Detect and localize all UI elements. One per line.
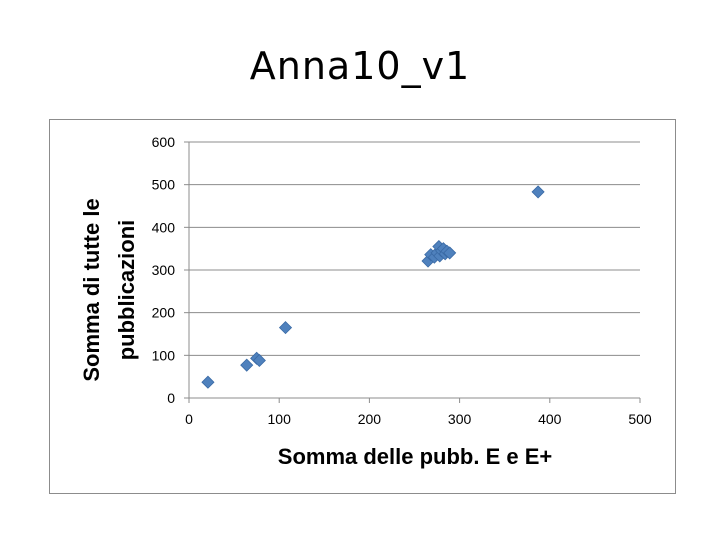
y-tick-label: 100: [152, 347, 176, 363]
y-tick-label: 500: [152, 177, 176, 193]
y-axis-title-line2-wrap: pubblicazioni: [114, 220, 139, 361]
data-points: [201, 185, 545, 389]
x-tick-label: 400: [538, 411, 562, 427]
y-tick-label: 600: [152, 134, 176, 150]
x-tick-label: 300: [448, 411, 472, 427]
data-point: [443, 246, 457, 260]
axes: [184, 141, 641, 403]
chart-frame: [49, 119, 676, 494]
x-axis-title: Somma delle pubb. E e E+: [278, 444, 552, 469]
y-tick-label: 200: [152, 305, 176, 321]
data-point: [278, 321, 293, 335]
tick-labels: 0 100 200 300 400 500 600 0 100 200 300 400 500: [152, 134, 652, 427]
data-point: [252, 353, 266, 368]
data-point: [531, 185, 545, 199]
y-axis-title-line2: pubblicazioni: [114, 220, 139, 361]
data-point: [240, 358, 254, 372]
data-point: [201, 375, 215, 389]
y-tick-label: 400: [152, 219, 176, 235]
x-tick-label: 100: [268, 411, 292, 427]
y-axis-title: Somma di tutte le: [79, 198, 104, 381]
y-axis-title-line1: Somma di tutte le: [79, 198, 104, 381]
x-tick-label: 500: [628, 411, 652, 427]
slide-title: Anna10_v1: [249, 44, 471, 88]
y-tick-label: 300: [152, 262, 176, 278]
x-tick-label: 200: [358, 411, 382, 427]
gridlines: [189, 141, 640, 356]
y-tick-label: 0: [167, 390, 175, 406]
x-tick-label: 0: [185, 411, 193, 427]
